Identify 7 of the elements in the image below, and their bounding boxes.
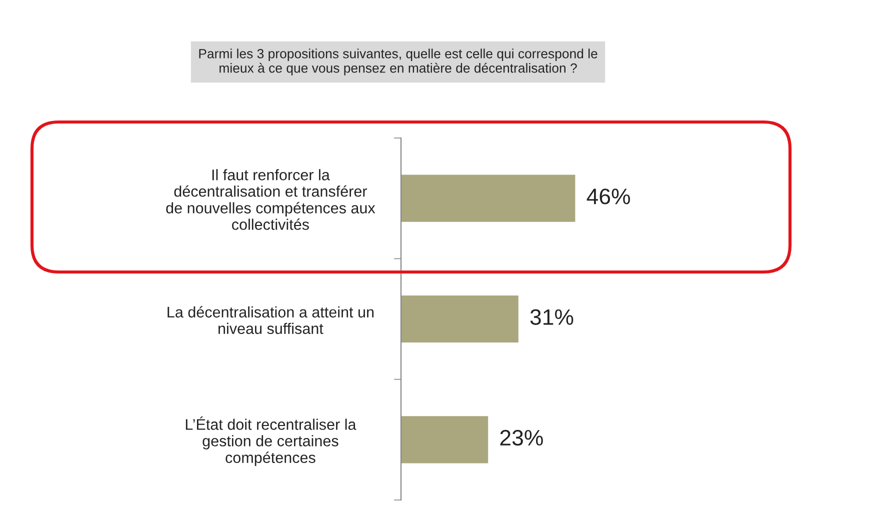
data-label: 31% [530,309,574,325]
y-tick-label: Il faut renforcer la décentralisation et transférer de nouvelles compétences aux collectivités [166,169,376,230]
data-label: 46% [586,188,630,204]
y-tick-label: La décentralisation a atteint un niveau suffisant [168,306,374,334]
data-label: 23% [500,430,543,446]
y-tick-label: L’État doit recentraliser la gestion de certaines compétences [186,416,356,466]
chart-title: Parmi les 3 propositions suivantes, quelle est celle qui correspond le mieux à ce que vous pensez en matière de décentralisation ? [199,48,598,76]
